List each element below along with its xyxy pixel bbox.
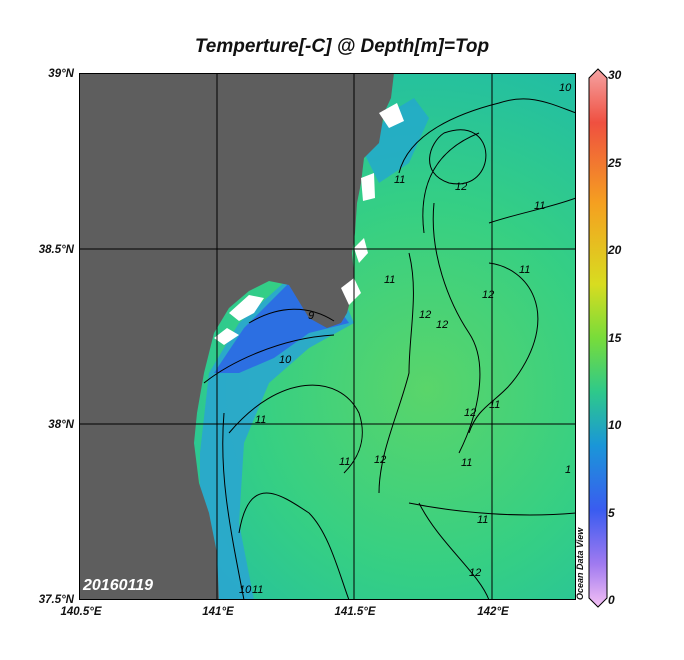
contour-label: 10: [279, 354, 292, 366]
lat-label-37-5: 37.5°N: [38, 594, 74, 606]
map-title: Temperture[-C] @ Depth[m]=Top: [194, 36, 490, 57]
lon-label-141: 141°E: [202, 606, 234, 618]
lat-label-38: 38°N: [48, 419, 74, 431]
isotherm-11: [488, 197, 576, 224]
colorbar-tick: 30: [608, 68, 622, 82]
contour-label: 11: [394, 174, 405, 186]
contour-label: 12: [464, 407, 476, 419]
contour-label: 12: [482, 289, 494, 301]
isotherm-10: [222, 412, 245, 600]
isotherm-11: [408, 502, 576, 516]
isotherm-11: [228, 384, 363, 474]
coastal-gap: [379, 103, 404, 128]
isotherm-11: [422, 132, 480, 234]
contour-label: 11: [534, 200, 545, 212]
isotherms: [203, 98, 576, 600]
isotherm-10: [203, 334, 335, 384]
contour-label: 11: [384, 274, 395, 286]
coastal-gap: [354, 238, 368, 263]
isotherm-12: [432, 202, 481, 454]
coastal-gap: [361, 173, 375, 201]
contour-label: 11: [255, 414, 266, 426]
isotherm-11: [398, 98, 576, 174]
colorbar-tick: 5: [608, 506, 615, 520]
coastal-gap: [341, 278, 361, 305]
contour-label: 12: [469, 567, 481, 579]
contour-label: 12: [436, 319, 448, 331]
cold-north-water: [364, 98, 429, 183]
colorbar: [588, 68, 608, 608]
isotherm-11: [238, 492, 350, 600]
colorbar-tick: 20: [608, 243, 622, 257]
contour-label: 11: [519, 264, 530, 276]
coastal-gap: [229, 295, 264, 321]
isotherm-9: [248, 308, 335, 324]
contour-label: 11: [339, 456, 350, 468]
contour-label: 11: [489, 399, 500, 411]
isotherm-11: [468, 262, 539, 434]
map-frame: [79, 73, 576, 600]
contour-label: 1: [565, 464, 571, 476]
contour-label: 9: [308, 310, 314, 322]
contour-label: 11: [461, 457, 472, 469]
lon-label-142: 142°E: [477, 606, 509, 618]
contour-label: 12: [419, 309, 431, 321]
contour-label: 12: [374, 454, 386, 466]
lat-label-38-5: 38.5°N: [38, 244, 74, 256]
coastal-gap: [214, 328, 239, 345]
lat-label-39: 39°N: [48, 68, 74, 80]
isotherm-12: [429, 129, 487, 185]
land-mass: [79, 73, 394, 600]
watermark: Ocean Data View: [575, 527, 585, 600]
lat-lon-grid: [79, 73, 576, 600]
contour-label: 11: [252, 584, 263, 596]
temperature-map: 9 10 10 10 11 11 11 11 11 11 11 11 11 11…: [79, 73, 576, 600]
isotherm-12: [378, 252, 414, 494]
colorbar-tick: 10: [608, 418, 622, 432]
lon-label-141-5: 141.5°E: [334, 606, 376, 618]
date-stamp: 20160119: [82, 577, 153, 594]
contour-label: 11: [477, 514, 488, 526]
colorbar-tick: 15: [608, 331, 622, 345]
colorbar-tick: 0: [608, 593, 615, 607]
colorbar-tick: 25: [608, 156, 622, 170]
isotherm-12: [418, 502, 490, 600]
lon-label-140-5: 140.5°E: [60, 606, 102, 618]
contour-label: 12: [455, 181, 467, 193]
contour-label: 10: [239, 584, 252, 596]
contour-label: 10: [559, 82, 572, 94]
